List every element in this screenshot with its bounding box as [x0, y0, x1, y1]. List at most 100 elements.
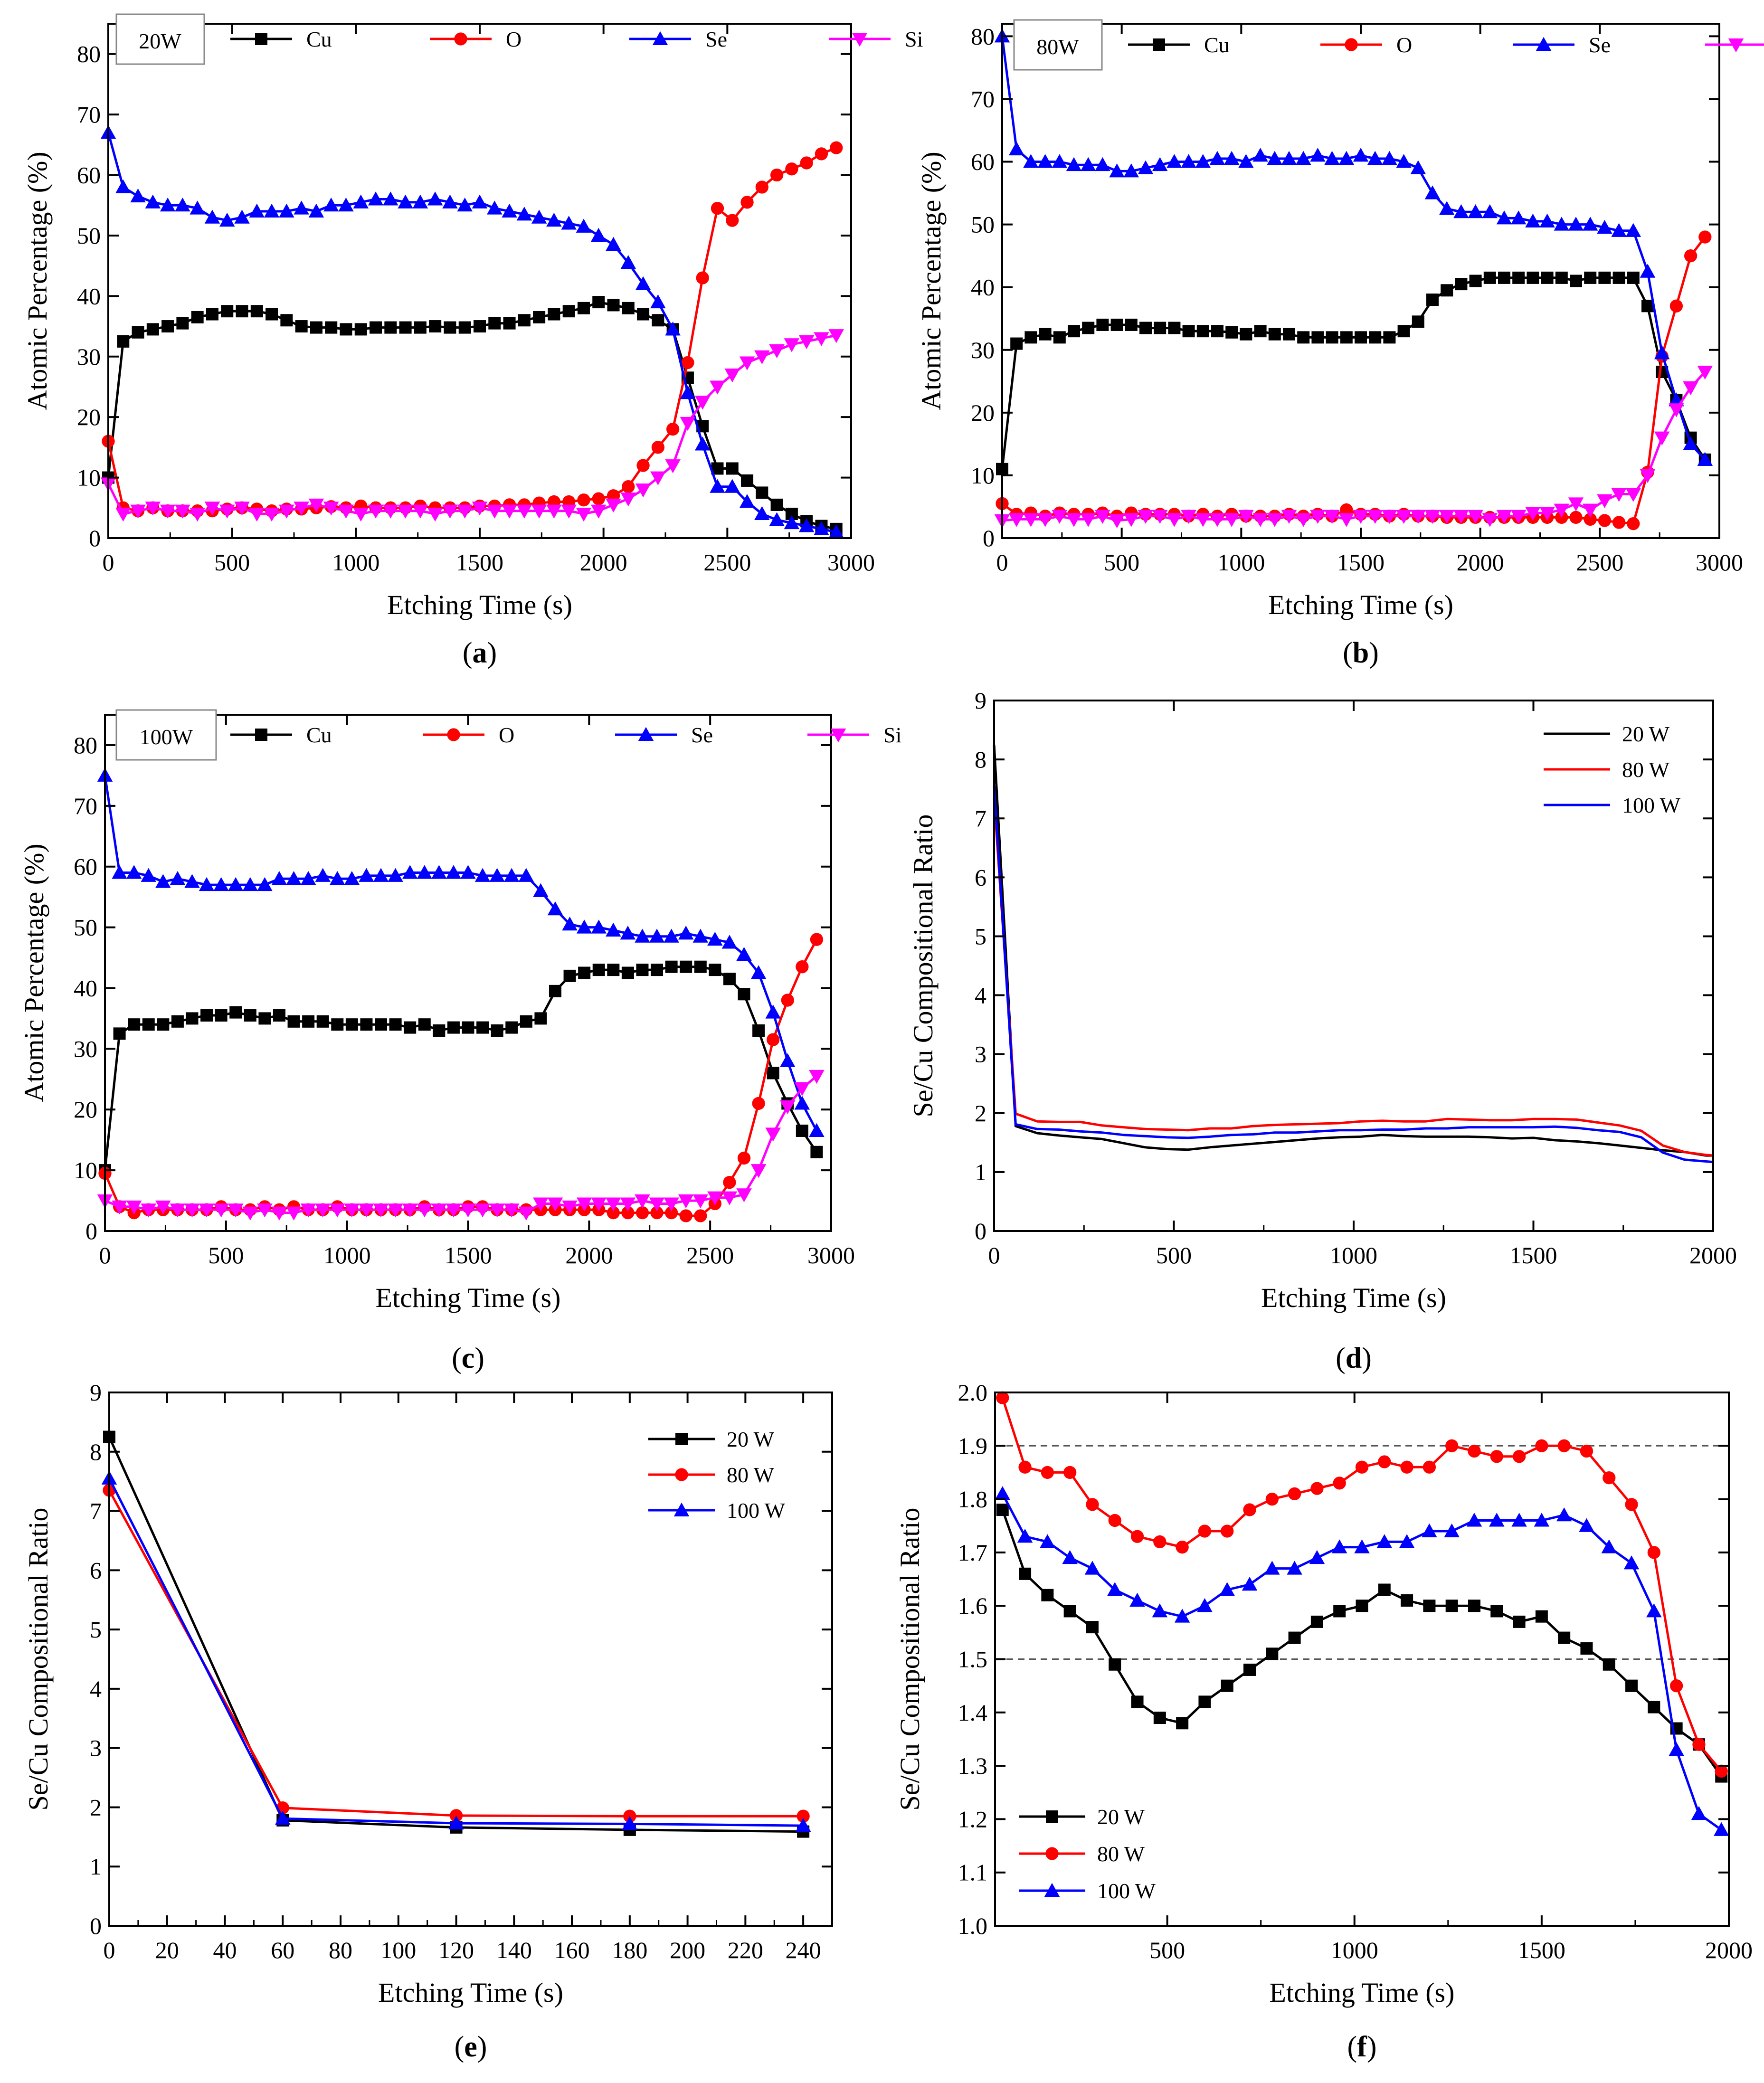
data-point [489, 868, 505, 882]
data-point [622, 480, 635, 493]
data-point [1195, 154, 1211, 168]
data-point [996, 1391, 1009, 1404]
x-tick-label: 3000 [1696, 549, 1743, 576]
series-line-cu [1001, 276, 1706, 469]
data-point [1482, 204, 1498, 218]
data-point [1242, 1577, 1258, 1591]
data-point [1569, 511, 1583, 524]
data-point [636, 964, 649, 976]
data-point [1468, 204, 1483, 218]
legend-box [115, 709, 217, 761]
x-tick-label: 500 [208, 1242, 244, 1269]
data-point [518, 868, 534, 882]
data-point [726, 214, 739, 227]
data-point [518, 314, 531, 327]
y-tick-label: 10 [74, 1157, 97, 1184]
chart-b: 0 500 1000 1500 2000 2500 3000 0 10 20 30 40 50 60 70 8… [916, 19, 1764, 669]
data-point [814, 332, 829, 346]
data-point [294, 200, 309, 215]
data-point [1295, 151, 1311, 165]
x-tick-label: 20 [155, 1937, 179, 1963]
data-point [1556, 1507, 1572, 1522]
y-tick-label: 50 [74, 914, 97, 941]
data-point [1584, 271, 1597, 284]
series-line-80w [108, 1489, 804, 1818]
data-point [1198, 1524, 1212, 1538]
data-point [1096, 318, 1109, 331]
y-tick-label: 2 [975, 1100, 986, 1127]
data-point [1086, 1498, 1099, 1511]
y-tick-label: 1.5 [958, 1646, 988, 1673]
legend-swatch-marker [673, 1502, 690, 1516]
x-tick-label: 1000 [332, 549, 379, 576]
data-point [1125, 318, 1138, 331]
data-point [724, 368, 740, 383]
data-point [1423, 1600, 1436, 1612]
data-point [115, 179, 131, 194]
data-point [606, 498, 621, 513]
data-point [796, 960, 809, 974]
x-tick-label: 1000 [323, 1242, 371, 1269]
data-point [726, 462, 739, 475]
data-point [279, 203, 294, 218]
data-point [213, 877, 229, 891]
data-point [472, 502, 488, 516]
data-point [1539, 507, 1555, 521]
series-markers-o [98, 933, 824, 1222]
series-line-cu [107, 301, 837, 530]
data-point [368, 504, 384, 519]
data-point [344, 1203, 360, 1218]
data-point [707, 1191, 723, 1205]
data-point [680, 385, 696, 399]
data-point [300, 1203, 316, 1218]
data-point [345, 1018, 358, 1031]
data-point [1601, 1539, 1617, 1553]
data-point [750, 965, 767, 979]
data-point [1612, 516, 1626, 529]
data-point [767, 1067, 779, 1079]
data-point [340, 323, 352, 336]
data-point [1152, 157, 1168, 171]
data-point [1396, 154, 1412, 168]
data-point [1640, 264, 1656, 278]
legend-swatch-marker [638, 727, 654, 741]
data-point [1376, 1534, 1393, 1548]
data-point [1311, 331, 1324, 344]
data-point [606, 1197, 621, 1212]
y-tick-label: 70 [971, 85, 995, 112]
data-point [561, 216, 577, 230]
legend-label: Cu [306, 27, 332, 51]
legend-swatch-marker [1046, 1810, 1058, 1823]
data-point [798, 335, 815, 350]
data-point [1152, 510, 1168, 524]
data-point [635, 1206, 649, 1220]
data-point [780, 1053, 796, 1067]
data-point [1627, 271, 1640, 284]
data-point [1223, 151, 1240, 165]
data-point [503, 317, 516, 330]
y-axis-title: Se/Cu Compositional Ratio [908, 814, 939, 1117]
data-point [199, 1203, 215, 1218]
data-point [770, 168, 784, 182]
data-point [418, 1018, 431, 1031]
series-markers-si [994, 366, 1713, 529]
data-point [1053, 331, 1066, 344]
data-point [1109, 163, 1125, 178]
data-point [1510, 210, 1527, 225]
data-point [1252, 148, 1268, 162]
data-point [1040, 1534, 1055, 1548]
series-line-80w [993, 797, 1714, 1157]
plot-frame [1001, 23, 1720, 539]
data-point [1254, 325, 1267, 338]
y-tick-label: 60 [971, 149, 995, 175]
series-line-o [107, 146, 837, 512]
data-point [1654, 431, 1670, 445]
x-tick-label: 80 [329, 1937, 352, 1963]
legend-swatch-marker [675, 1468, 688, 1481]
data-point [1669, 1679, 1683, 1693]
data-point [520, 1015, 532, 1028]
y-axis-title: Atomic Percentage (%) [916, 151, 947, 410]
data-point [622, 1816, 638, 1830]
data-point [1168, 322, 1181, 334]
data-point [275, 1810, 291, 1825]
